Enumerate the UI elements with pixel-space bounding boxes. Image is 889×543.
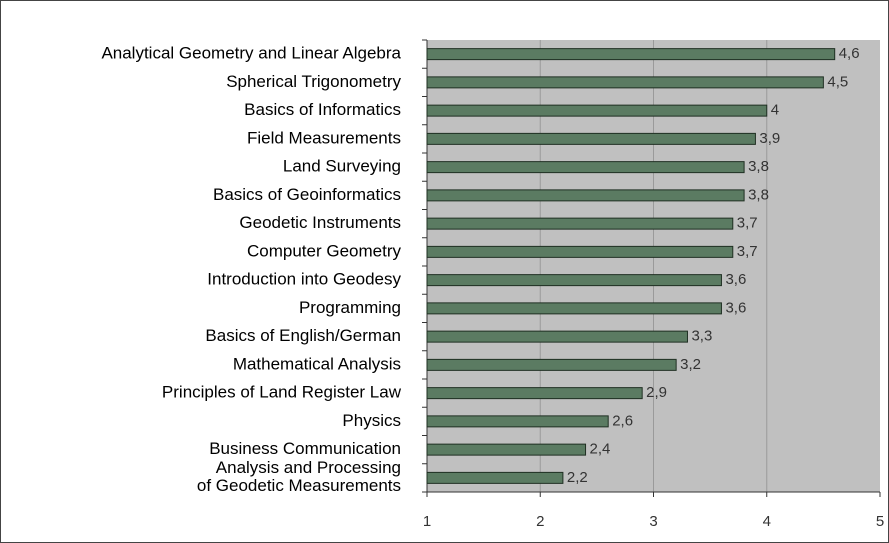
bar: [426, 245, 734, 258]
category-label: Field Measurements: [247, 128, 401, 147]
x-tick-label: 4: [763, 513, 771, 530]
value-label: 3,6: [725, 299, 746, 316]
category-label: Spherical Trigonometry: [226, 72, 401, 91]
bar: [426, 104, 768, 117]
value-label: 2,2: [567, 469, 588, 486]
value-label: 3,3: [691, 328, 712, 345]
category-label: Basics of Geoinformatics: [213, 185, 401, 204]
category-label: Analysis and Processing of Geodetic Measu…: [197, 458, 401, 495]
value-label: 2,9: [646, 384, 667, 401]
category-label: Programming: [299, 298, 401, 317]
category-label: Analytical Geometry and Linear Algebra: [101, 44, 401, 63]
x-tick-label: 1: [423, 513, 431, 530]
bar: [426, 330, 688, 343]
bar: [426, 161, 745, 174]
category-label: Geodetic Instruments: [239, 213, 401, 232]
bar: [426, 48, 836, 61]
value-label: 2,6: [612, 412, 633, 429]
bar: [426, 217, 734, 230]
category-label: Business Communication: [209, 439, 401, 458]
value-label: 4: [771, 102, 779, 119]
value-label: 3,7: [737, 215, 758, 232]
value-label: 2,4: [590, 441, 611, 458]
category-label: Basics of English/German: [205, 326, 401, 345]
bar: [426, 471, 564, 484]
bar: [426, 302, 722, 315]
value-label: 3,8: [748, 186, 769, 203]
value-label: 3,9: [759, 130, 780, 147]
x-tick-label: 3: [649, 513, 657, 530]
category-label: Land Surveying: [283, 157, 401, 176]
value-label: 3,7: [737, 243, 758, 260]
bar: [426, 132, 756, 145]
category-label: Physics: [342, 411, 401, 430]
value-label: 3,6: [725, 271, 746, 288]
value-label: 3,2: [680, 356, 701, 373]
x-tick-label: 2: [536, 513, 544, 530]
category-label: Computer Geometry: [247, 241, 401, 260]
value-label: 4,6: [839, 45, 860, 62]
bar: [426, 443, 587, 456]
bar: [426, 189, 745, 202]
bar: [426, 358, 677, 371]
category-label: Mathematical Analysis: [233, 354, 401, 373]
bar: [426, 76, 824, 89]
category-label: Basics of Informatics: [244, 100, 401, 119]
value-label: 4,5: [827, 73, 848, 90]
bar: [426, 415, 609, 428]
category-label: Principles of Land Register Law: [162, 383, 402, 402]
x-tick-label: 5: [876, 513, 884, 530]
value-label: 3,8: [748, 158, 769, 175]
bar: [426, 274, 722, 287]
bar: [426, 387, 643, 400]
category-label: Introduction into Geodesy: [207, 270, 401, 289]
